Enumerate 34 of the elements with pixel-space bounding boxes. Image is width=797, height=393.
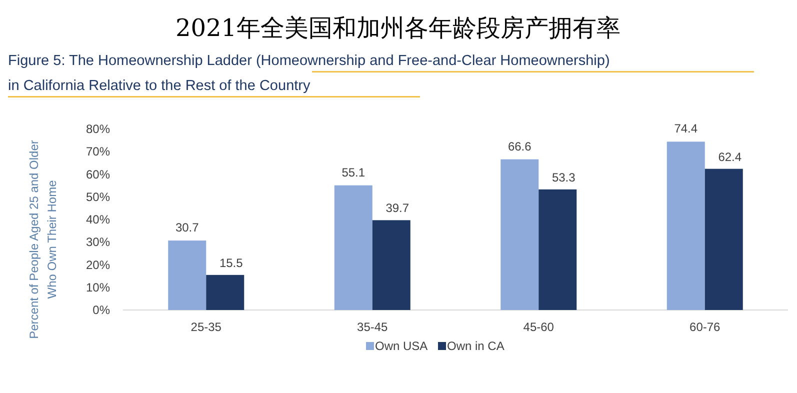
data-label: 39.7 bbox=[386, 201, 410, 216]
x-tick-label: 60-76 bbox=[690, 320, 721, 334]
x-tick-label: 35-45 bbox=[357, 320, 388, 334]
data-label: 62.4 bbox=[718, 150, 742, 164]
y-tick-label: 20% bbox=[86, 258, 110, 272]
data-label: 53.3 bbox=[552, 170, 576, 184]
data-label: 30.7 bbox=[175, 220, 200, 235]
legend-label: Own in CA bbox=[447, 339, 504, 353]
y-tick-label: 60% bbox=[86, 167, 110, 182]
y-tick-label: 40% bbox=[86, 212, 110, 226]
data-label: 66.6 bbox=[508, 139, 532, 154]
bar bbox=[334, 185, 372, 310]
y-axis-title: Percent of People Aged 25 and Older Who Own Their Home bbox=[27, 140, 59, 339]
y-tick-label: 50% bbox=[86, 190, 110, 204]
x-tick-label: 25-35 bbox=[190, 320, 222, 334]
y-tick-label: 30% bbox=[86, 235, 110, 250]
y-tick-label: 0% bbox=[92, 303, 110, 317]
bar bbox=[168, 240, 206, 310]
data-label: 74.4 bbox=[674, 122, 698, 136]
chart-title: 2021年全美国和加州各年龄段房产拥有率 bbox=[175, 14, 621, 42]
x-tick-label: 45-60 bbox=[523, 320, 554, 334]
bar bbox=[206, 274, 244, 310]
y-tick-label: 70% bbox=[86, 144, 110, 159]
y-tick-label: 80% bbox=[86, 122, 110, 136]
data-label: 55.1 bbox=[342, 165, 366, 180]
chart-subtitle: Figure 5: The Homeownership Ladder (Homeownership and Free-and-Clear Homeownership) in California Relative to the Rest of the Country bbox=[8, 53, 610, 94]
data-label: 15.5 bbox=[219, 256, 244, 270]
bar bbox=[666, 142, 705, 310]
bar bbox=[372, 220, 410, 310]
bar bbox=[704, 168, 743, 310]
bar bbox=[538, 189, 577, 310]
y-tick-label: 10% bbox=[86, 280, 110, 294]
legend-label: Own USA bbox=[375, 339, 428, 353]
bar bbox=[500, 159, 539, 310]
